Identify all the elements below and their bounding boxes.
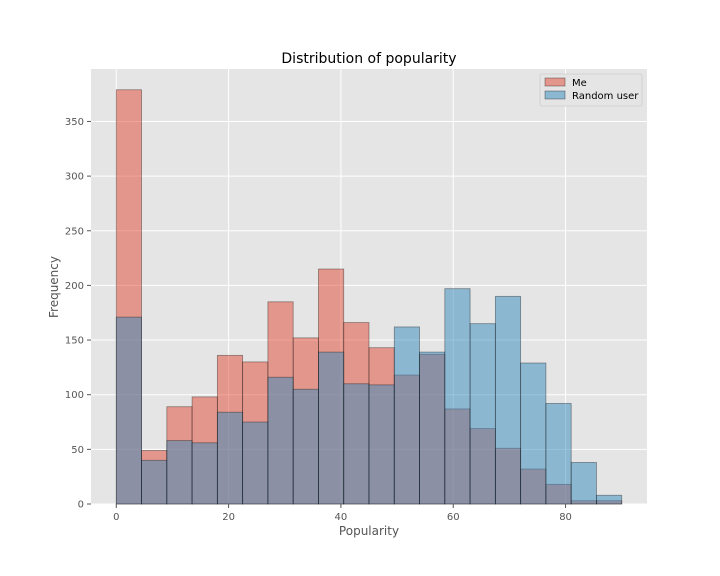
x-axis-label: Popularity xyxy=(339,524,399,538)
legend-label: Random user xyxy=(572,91,639,102)
histogram-bar xyxy=(166,440,193,505)
legend-label: Me xyxy=(572,78,587,89)
histogram-bar xyxy=(494,295,522,505)
y-tick-label: 100 xyxy=(65,390,84,401)
y-tick-label: 0 xyxy=(78,500,84,511)
histogram-bar xyxy=(419,351,446,505)
legend-swatch xyxy=(544,77,566,87)
legend: Me Random user xyxy=(539,73,643,107)
histogram-bar xyxy=(216,411,244,505)
histogram-bar xyxy=(444,288,471,505)
histogram-bar xyxy=(520,362,547,505)
series-random-user xyxy=(115,288,623,505)
histogram-bar xyxy=(343,383,370,505)
y-axis-label: Frequency xyxy=(47,256,61,318)
y-tick-label: 300 xyxy=(65,172,84,183)
histogram-bar xyxy=(292,388,319,505)
y-tick-label: 250 xyxy=(65,226,84,237)
y-tick-label: 350 xyxy=(65,117,84,128)
histogram-bar xyxy=(267,376,294,505)
y-tick-label: 150 xyxy=(65,336,84,347)
histogram-bar xyxy=(318,351,345,505)
x-axis-ticks: 0 20 40 60 80 xyxy=(113,504,572,523)
histogram-bar xyxy=(596,494,623,505)
histogram-bars xyxy=(115,89,623,505)
y-tick-label: 50 xyxy=(71,445,84,456)
histogram-bar xyxy=(570,462,597,505)
x-tick-label: 20 xyxy=(222,512,235,523)
histogram-bar xyxy=(242,421,269,505)
histogram-bar xyxy=(191,442,218,505)
x-tick-label: 0 xyxy=(113,512,119,523)
chart-title: Distribution of popularity xyxy=(281,51,456,67)
histogram-bar xyxy=(368,384,395,505)
histogram-bar xyxy=(115,316,142,505)
histogram-bar xyxy=(393,326,420,505)
legend-box xyxy=(539,73,643,107)
x-tick-label: 60 xyxy=(447,512,460,523)
legend-swatch xyxy=(544,90,566,100)
histogram-bar xyxy=(141,459,168,505)
x-tick-label: 40 xyxy=(335,512,348,523)
histogram-bar xyxy=(545,403,572,505)
y-tick-label: 200 xyxy=(65,281,84,292)
y-axis-ticks: 0 50 100 150 200 250 300 350 xyxy=(65,117,91,511)
x-tick-label: 80 xyxy=(559,512,572,523)
histogram-bar xyxy=(469,323,496,505)
